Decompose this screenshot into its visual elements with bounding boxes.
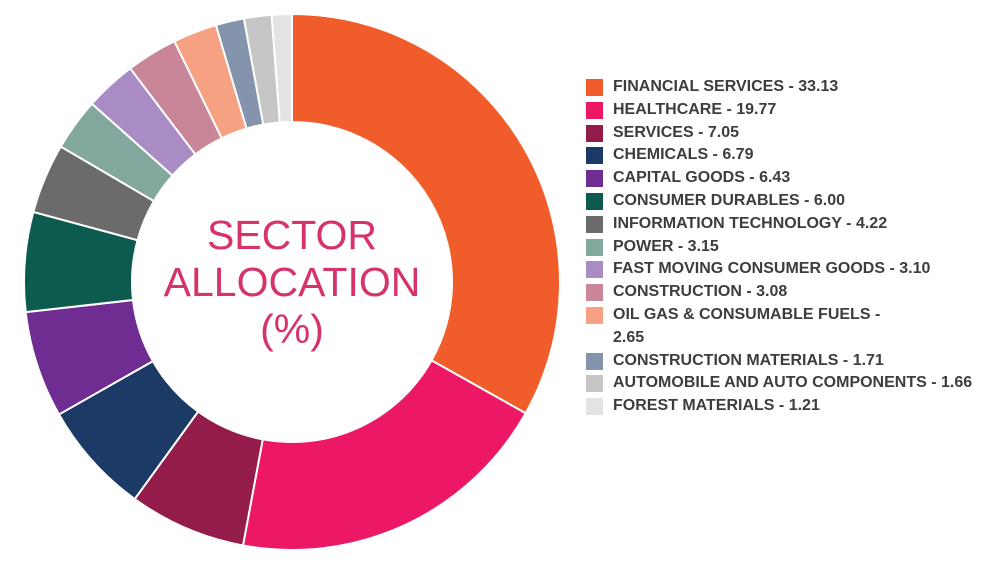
legend-label: AUTOMOBILE AND AUTO COMPONENTS - 1.66 <box>613 374 973 392</box>
legend-label: CHEMICALS - 6.79 <box>613 146 754 164</box>
legend-label: INFORMATION TECHNOLOGY - 4.22 <box>613 214 888 232</box>
chart-title-line-1: SECTOR <box>206 212 378 258</box>
legend-item: INFORMATION TECHNOLOGY - 4.22 <box>586 213 986 236</box>
slice-healthcare <box>241 359 528 551</box>
chart-title-line-3: (%) <box>260 306 324 352</box>
legend-item: AUTOMOBILE AND AUTO COMPONENTS - 1.66 <box>586 372 986 395</box>
legend-label: POWER - 3.15 <box>613 237 719 255</box>
legend-item: CONSTRUCTION MATERIALS - 1.71 <box>586 350 986 373</box>
legend-label: HEALTHCARE - 19.77 <box>613 100 777 118</box>
legend-label: CAPITAL GOODS - 6.43 <box>613 169 791 187</box>
legend-item: CAPITAL GOODS - 6.43 <box>586 167 986 190</box>
legend-swatch <box>586 147 603 165</box>
chart-legend: FINANCIAL SERVICES - 33.13 HEALTHCARE - 1… <box>586 76 986 418</box>
legend-swatch <box>586 398 603 416</box>
donut-slices <box>23 12 561 551</box>
legend-item: HEALTHCARE - 19.77 <box>586 99 986 122</box>
legend-swatch <box>586 215 603 233</box>
slice-financial-services <box>291 12 561 415</box>
legend-swatch <box>586 79 603 96</box>
legend-swatch <box>586 284 603 302</box>
legend-label: FINANCIAL SERVICES - 33.13 <box>613 78 839 95</box>
legend-item: FINANCIAL SERVICES - 33.13 <box>586 76 986 99</box>
legend-label: FOREST MATERIALS - 1.21 <box>613 397 820 415</box>
legend-label: CONSTRUCTION MATERIALS - 1.71 <box>613 351 884 369</box>
legend-label: CONSUMER DURABLES - 6.00 <box>613 191 846 209</box>
legend-swatch <box>586 124 603 142</box>
legend-swatch <box>586 375 603 393</box>
legend-swatch <box>586 238 603 256</box>
legend-swatch <box>586 352 603 370</box>
legend-item: FOREST MATERIALS - 1.21 <box>586 395 986 418</box>
slice-forest-materials <box>270 12 293 124</box>
legend-label: OIL GAS & CONSUMABLE FUELS - 2.65 <box>613 305 881 346</box>
legend-label: SERVICES - 7.05 <box>613 123 739 141</box>
legend-label: FAST MOVING CONSUMER GOODS - 3.10 <box>613 260 931 278</box>
legend-item: SERVICES - 7.05 <box>586 122 986 145</box>
legend-item: OIL GAS & CONSUMABLE FUELS - 2.65 <box>586 304 986 350</box>
chart-title: SECTOR ALLOCATION (%) <box>132 212 452 353</box>
legend-swatch <box>586 306 603 324</box>
legend-swatch <box>586 261 603 279</box>
legend-item: CONSUMER DURABLES - 6.00 <box>586 190 986 213</box>
legend-label: CONSTRUCTION - 3.08 <box>613 283 788 301</box>
legend-item: FAST MOVING CONSUMER GOODS - 3.10 <box>586 258 986 281</box>
legend-swatch <box>586 101 603 119</box>
chart-title-line-2: ALLOCATION <box>163 259 421 305</box>
legend-item: POWER - 3.15 <box>586 236 986 259</box>
legend-swatch <box>586 192 603 210</box>
legend-swatch <box>586 170 603 188</box>
legend-item: CONSTRUCTION - 3.08 <box>586 281 986 304</box>
legend-item: CHEMICALS - 6.79 <box>586 144 986 167</box>
